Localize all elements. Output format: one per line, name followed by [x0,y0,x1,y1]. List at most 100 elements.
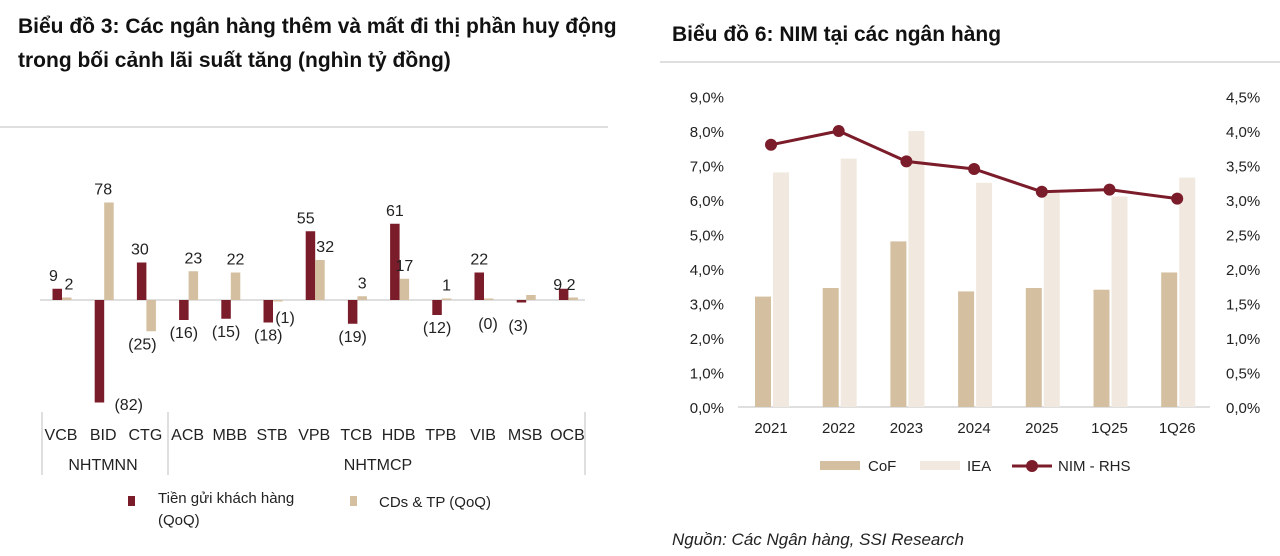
bar-cof-2021 [755,296,771,407]
legend-label-deposit-line1: Tiền gửi khách hàng [158,490,294,507]
data-label-deposit-vpb: 55 [297,210,315,227]
x-tick-1q26: 1Q26 [1159,420,1196,437]
bar-cds-mbb [230,272,241,300]
left-tick-2: 2,0% [690,331,724,348]
tick-label-mbb: MBB [212,427,247,444]
bar-cds-msb [526,295,536,300]
bar-cds-acb [188,271,199,300]
legend-swatch-iea [920,461,960,470]
tick-label-msb: MSB [508,427,543,444]
tick-label-vpb: VPB [298,427,330,444]
bar-deposit-vib [474,272,484,300]
chart6-title: Biểu đồ 6: NIM tại các ngân hàng [672,23,1002,46]
x-tick-2021: 2021 [754,420,787,437]
chart3-title: Biểu đồ 3: Các ngân hàng thêm và mất đi … [18,15,617,72]
tick-label-stb: STB [256,427,287,444]
legend-swatch-cds [350,496,357,506]
bar-iea-2024 [976,182,993,407]
bar-deposit-stb [263,300,273,323]
bar-cds-hdb [399,278,410,300]
data-label-deposit-ctg: 30 [131,242,149,259]
nim-point-2021 [765,138,777,151]
nim-point-2022 [832,125,845,137]
bar-cds-tpb [441,298,452,300]
data-label-deposit-stb: (18) [254,328,282,345]
bar-iea-2021 [773,172,789,407]
group-label-nhtmnn: NHTMNN [68,457,137,474]
tick-label-vib: VIB [470,427,496,444]
data-label-deposit-tpb: (12) [423,320,451,337]
legend-label-cds: CDs & TP (QoQ) [379,494,491,511]
left-tick-6: 6,0% [690,193,724,210]
bar-deposit-mbb [221,300,231,319]
bar-deposit-msb [516,300,527,303]
bar-deposit-bid [94,300,105,403]
x-tick-2025: 2025 [1025,420,1058,437]
left-tick-0: 0,0% [690,400,724,417]
legend-label-nim: NIM - RHS [1058,458,1131,475]
bar-cds-vib [484,298,494,300]
tick-label-hdb: HDB [382,427,416,444]
right-tick-6: 3,0% [1226,193,1260,210]
bar-deposit-vpb [305,231,316,300]
chart3-plot: 92 VCB (82) 78 BID 30 (25) CTG (16) 23 ACB (15) 22 MB… [0,126,608,529]
nim-point-2024 [968,162,981,175]
data-label-cds-tcb: 3 [358,275,367,292]
data-label-deposit-hdb: 61 [386,203,404,220]
data-label-deposit-mbb: (15) [212,324,240,341]
bar-iea-2025 [1043,193,1060,407]
nim-point-2023 [900,155,913,168]
right-tick-1: 0,5% [1226,366,1260,383]
right-tick-4: 2,0% [1226,262,1260,279]
left-tick-3: 3,0% [690,297,724,314]
bar-iea-1q25 [1111,196,1128,407]
legend-label-iea: IEA [967,458,991,475]
data-label-cds-stb: (1) [275,310,295,327]
bar-deposit-ocb [558,288,569,300]
data-label-cds-tpb: 1 [442,278,451,295]
right-tick-5: 2,5% [1226,228,1260,245]
nim-point-2025 [1035,185,1048,198]
data-label-deposit-vcb: 9 [49,268,58,285]
data-label-deposit-vib: 22 [470,252,488,269]
bar-iea-2023 [908,131,925,407]
legend-swatch-cof [820,461,860,470]
bar-deposit-ctg [136,262,147,300]
data-label-cds-mbb: 22 [227,252,245,269]
data-label-cds-acb: 23 [184,250,202,267]
bar-deposit-tcb [347,300,358,324]
tick-label-tpb: TPB [425,427,456,444]
data-label-deposit-bid: (82) [114,397,142,414]
data-label-cds-hdb: 17 [395,258,413,275]
x-tick-1q25: 1Q25 [1091,420,1128,437]
bar-cof-2024 [958,291,975,407]
data-label-cds-vib: (0) [478,316,498,333]
tick-label-bid: BID [90,427,117,444]
bar-cds-vcb [62,297,72,300]
data-label-cds-ctg: (25) [128,336,156,353]
bar-cds-bid [104,202,114,300]
bar-cds-stb [273,300,283,302]
legend-marker-nim [1026,460,1038,472]
left-tick-7: 7,0% [690,159,724,176]
right-tick-9: 4,5% [1226,90,1260,107]
legend-swatch-deposit [128,496,135,506]
nim-point-1q26 [1171,192,1184,205]
bar-cof-2023 [890,241,907,407]
tick-label-vcb: VCB [45,427,78,444]
bar-deposit-acb [179,300,189,320]
group-label-nhtmcp: NHTMCP [344,457,412,474]
left-tick-4: 4,0% [690,262,724,279]
x-tick-2024: 2024 [957,420,990,437]
right-tick-7: 3,5% [1226,159,1260,176]
tick-label-ocb: OCB [550,427,585,444]
bar-cds-ocb [568,297,578,300]
right-tick-8: 4,0% [1226,124,1260,141]
bar-cof-2022 [822,287,839,407]
data-label-cds-msb: (3) [508,318,528,335]
data-label-deposit-acb: (16) [170,325,198,342]
bar-cof-2025 [1025,287,1042,407]
tick-label-tcb: TCB [340,427,372,444]
source-note: Nguồn: Các Ngân hàng, SSI Research [672,530,965,549]
